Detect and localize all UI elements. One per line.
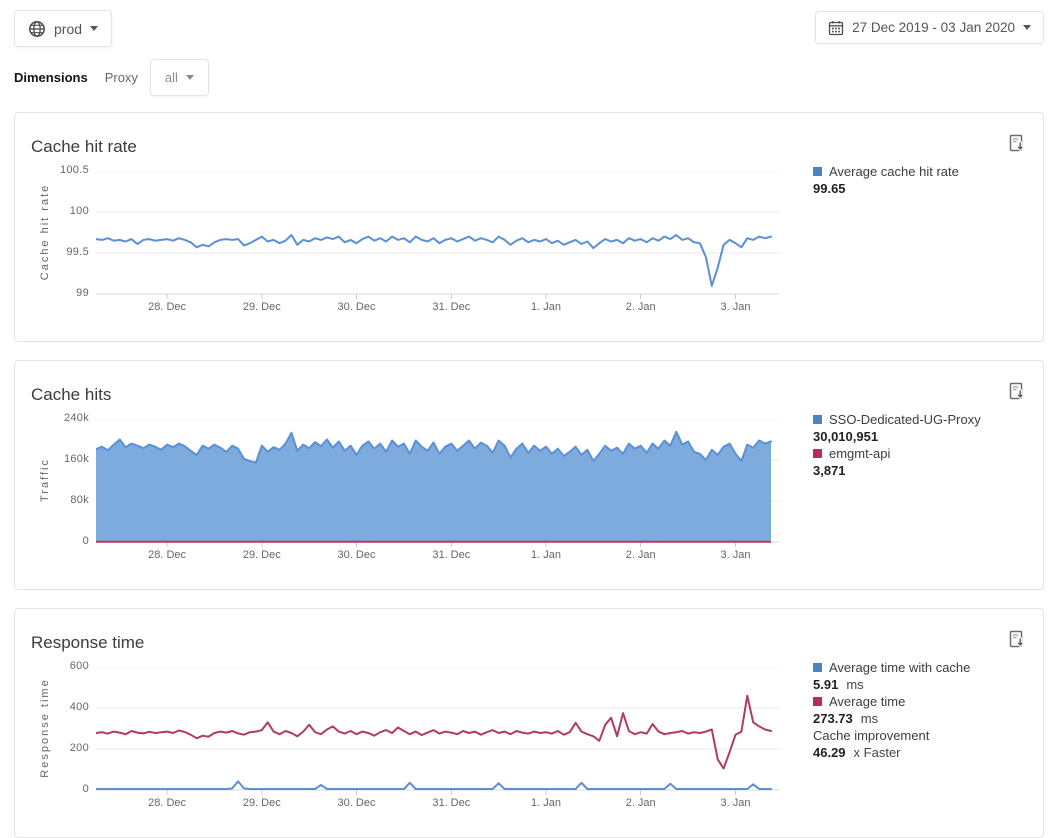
chart-legend: SSO-Dedicated-UG-Proxy30,010,951emgmt-ap… <box>813 411 1043 479</box>
legend-value: 46.29x Faster <box>813 744 1043 761</box>
chart-plot-area[interactable] <box>96 171 779 300</box>
legend-value: 99.65 <box>813 180 1043 197</box>
y-axis-title: Response time <box>39 678 51 777</box>
x-axis-tick-label: 28. Dec <box>148 301 186 313</box>
legend-value: 3,871 <box>813 462 1043 479</box>
legend-item[interactable]: Average cache hit rate <box>813 163 1043 180</box>
x-axis-tick-label: 28. Dec <box>148 797 186 809</box>
x-axis-tick-label: 29. Dec <box>243 549 281 561</box>
legend-swatch <box>813 663 822 672</box>
toolbar: prod 27 Dec 2019 - 03 Jan 2020 <box>0 0 1058 47</box>
chart-title: Response time <box>31 633 144 653</box>
y-axis-tick-label: 240k <box>15 412 89 424</box>
x-axis-tick-label: 3. Jan <box>721 797 751 809</box>
chart-plot-area[interactable] <box>96 419 779 548</box>
date-range-picker[interactable]: 27 Dec 2019 - 03 Jan 2020 <box>815 11 1044 44</box>
legend-label: Average time with cache <box>829 659 970 676</box>
dimension-value-select[interactable]: all <box>150 59 209 96</box>
y-axis-tick-label: 99 <box>15 287 89 299</box>
caret-down-icon <box>1023 25 1031 30</box>
x-axis-tick-label: 30. Dec <box>338 797 376 809</box>
x-axis-tick-label: 30. Dec <box>338 301 376 313</box>
y-axis-tick-label: 100.5 <box>15 164 89 176</box>
chart-card-cache-hits: Cache hits Traffic 080k160k240k 28. Dec2… <box>14 360 1044 590</box>
legend-label: SSO-Dedicated-UG-Proxy <box>829 411 981 428</box>
legend-item: Cache improvement <box>813 727 1043 744</box>
x-axis: 28. Dec 29. Dec 30. Dec 31. Dec 1. Jan 2. Jan… <box>96 549 779 565</box>
y-axis-tick-label: 0 <box>15 783 89 795</box>
y-axis-tick-label: 200 <box>15 742 89 754</box>
legend-item[interactable]: SSO-Dedicated-UG-Proxy <box>813 411 1043 428</box>
y-axis-tick-label: 400 <box>15 701 89 713</box>
caret-down-icon <box>90 26 98 31</box>
x-axis-tick-label: 2. Jan <box>626 549 656 561</box>
charts-container: Cache hit rate Cache hit rate 99 99.5 100 1… <box>0 112 1058 838</box>
legend-item[interactable]: Average time with cache <box>813 659 1043 676</box>
x-axis-tick-label: 1. Jan <box>531 301 561 313</box>
caret-down-icon <box>186 75 194 80</box>
chart-plot-canvas[interactable] <box>96 667 779 796</box>
chart-card-cache-hit-rate: Cache hit rate Cache hit rate 99 99.5 100 1… <box>14 112 1044 342</box>
legend-value: 5.91ms <box>813 676 1043 693</box>
chart-plot-area[interactable] <box>96 667 779 796</box>
legend-swatch <box>813 697 822 706</box>
date-range-label: 27 Dec 2019 - 03 Jan 2020 <box>852 20 1015 35</box>
x-axis-tick-label: 28. Dec <box>148 549 186 561</box>
chart-title: Cache hit rate <box>31 137 137 157</box>
export-report-icon[interactable] <box>1007 134 1027 154</box>
x-axis: 28. Dec 29. Dec 30. Dec 31. Dec 1. Jan 2. Jan… <box>96 301 779 317</box>
globe-icon <box>28 20 46 38</box>
dimension-value-label: all <box>165 70 178 85</box>
y-axis-tick-label: 99.5 <box>15 246 89 258</box>
legend-label: Cache improvement <box>813 727 929 744</box>
y-axis-tick-label: 160k <box>15 453 89 465</box>
x-axis-tick-label: 31. Dec <box>432 301 470 313</box>
chart-legend: Average cache hit rate99.65 <box>813 163 1043 197</box>
export-report-icon[interactable] <box>1007 382 1027 402</box>
chart-plot-canvas[interactable] <box>96 419 779 548</box>
legend-label: Average time <box>829 693 905 710</box>
x-axis-tick-label: 29. Dec <box>243 301 281 313</box>
x-axis-tick-label: 30. Dec <box>338 549 376 561</box>
y-axis-tick-label: 100 <box>15 205 89 217</box>
legend-value: 273.73ms <box>813 710 1043 727</box>
x-axis-tick-label: 1. Jan <box>531 797 561 809</box>
y-axis-tick-label: 600 <box>15 660 89 672</box>
environment-selector[interactable]: prod <box>14 10 112 47</box>
legend-swatch <box>813 167 822 176</box>
legend-label: emgmt-api <box>829 445 890 462</box>
dimensions-bar: Dimensions Proxy all <box>14 59 1044 96</box>
y-axis-tick-label: 80k <box>15 494 89 506</box>
legend-item[interactable]: emgmt-api <box>813 445 1043 462</box>
chart-legend: Average time with cache5.91msAverage tim… <box>813 659 1043 761</box>
dimensions-label: Dimensions <box>14 70 88 85</box>
dimension-name-label: Proxy <box>105 70 138 85</box>
export-report-icon[interactable] <box>1007 630 1027 650</box>
x-axis-tick-label: 2. Jan <box>626 301 656 313</box>
x-axis-tick-label: 2. Jan <box>626 797 656 809</box>
chart-card-response-time: Response time Response time 0 200 400 600 2… <box>14 608 1044 838</box>
chart-title: Cache hits <box>31 385 111 405</box>
x-axis-tick-label: 1. Jan <box>531 549 561 561</box>
legend-swatch <box>813 415 822 424</box>
environment-label: prod <box>54 21 82 37</box>
x-axis-tick-label: 31. Dec <box>432 797 470 809</box>
x-axis-tick-label: 29. Dec <box>243 797 281 809</box>
calendar-icon <box>828 20 844 36</box>
y-axis-title: Cache hit rate <box>39 184 51 280</box>
x-axis-tick-label: 31. Dec <box>432 549 470 561</box>
legend-value: 30,010,951 <box>813 428 1043 445</box>
x-axis: 28. Dec 29. Dec 30. Dec 31. Dec 1. Jan 2. Jan… <box>96 797 779 813</box>
legend-swatch <box>813 449 822 458</box>
x-axis-tick-label: 3. Jan <box>721 301 751 313</box>
x-axis-tick-label: 3. Jan <box>721 549 751 561</box>
y-axis-tick-label: 0 <box>15 535 89 547</box>
chart-plot-canvas[interactable] <box>96 171 779 300</box>
legend-label: Average cache hit rate <box>829 163 959 180</box>
legend-item[interactable]: Average time <box>813 693 1043 710</box>
